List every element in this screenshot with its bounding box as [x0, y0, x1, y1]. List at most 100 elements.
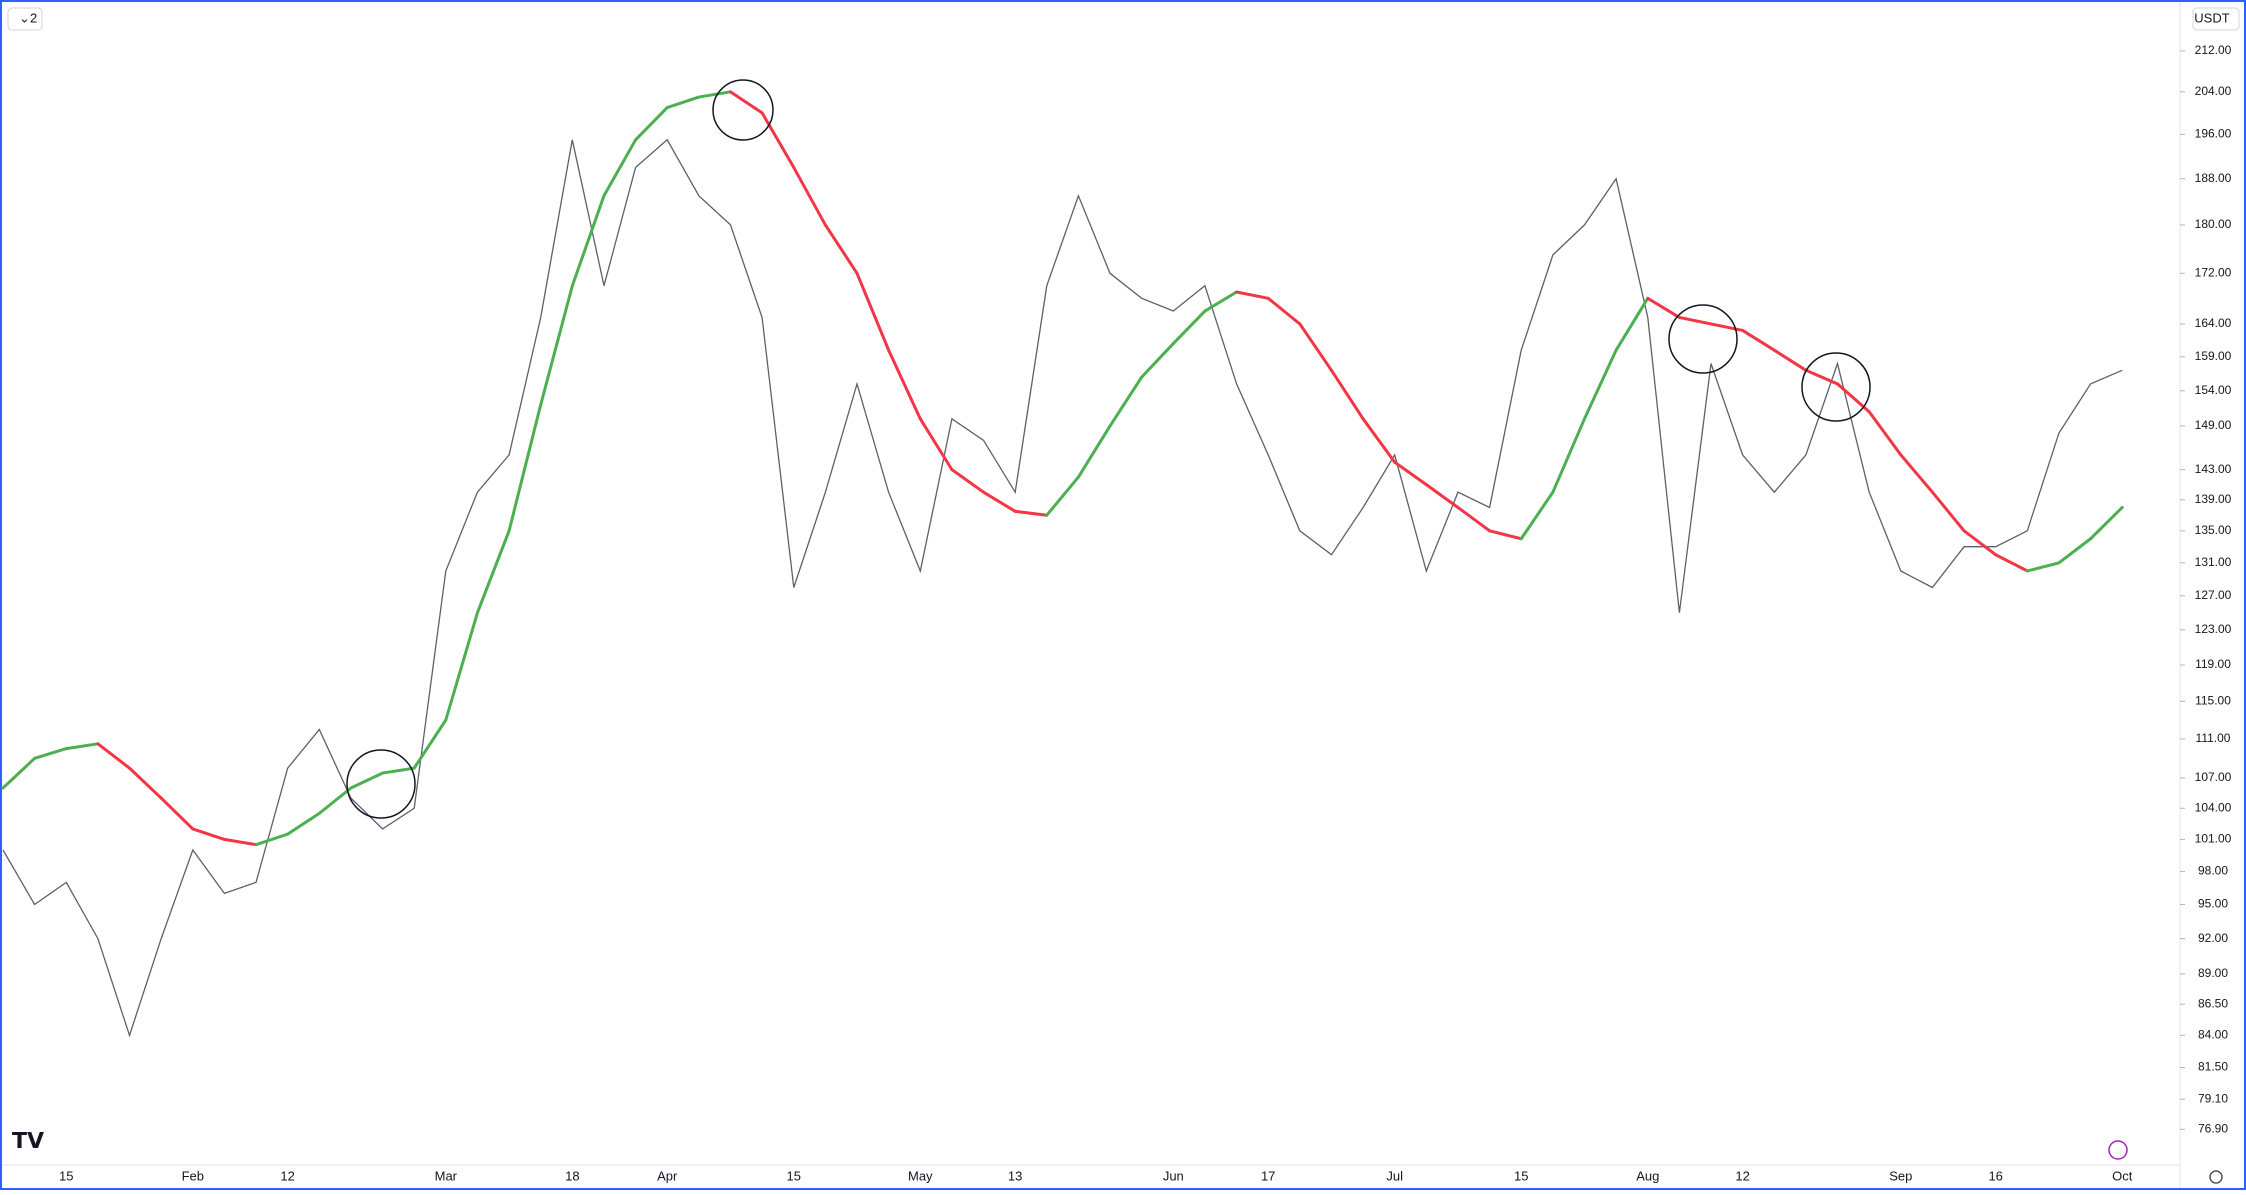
- ma-segment: [1361, 417, 1397, 464]
- ma-segment: [665, 95, 701, 110]
- ma-segment: [159, 796, 195, 831]
- ma-segment: [1171, 309, 1207, 346]
- x-tick-label: Apr: [657, 1168, 678, 1183]
- ma-segment: [887, 348, 922, 421]
- y-tick-label: 139.00: [2195, 492, 2232, 506]
- y-tick-label: 104.00: [2195, 800, 2232, 814]
- logo: 𝗧𝗩: [12, 1128, 44, 1153]
- overlay: [346, 79, 1871, 819]
- annotation-circle: [712, 79, 774, 141]
- lightning-icon[interactable]: [2108, 1140, 2128, 1160]
- ma-segment: [950, 468, 986, 494]
- y-tick-label: 212.00: [2195, 43, 2232, 57]
- y-tick-label: 86.50: [2198, 996, 2228, 1010]
- ma-segment: [64, 742, 100, 751]
- ma-segment: [1551, 417, 1586, 494]
- y-tick-label: 204.00: [2195, 84, 2232, 98]
- y-tick-label: 123.00: [2195, 622, 2232, 636]
- currency-button[interactable]: [2192, 7, 2240, 31]
- y-tick-label: 119.00: [2195, 657, 2231, 671]
- ma-segment: [2057, 537, 2093, 565]
- y-tick-label: 92.00: [2198, 931, 2228, 945]
- x-tick-label: 12: [280, 1168, 294, 1183]
- ma-segment: [1424, 483, 1460, 509]
- y-tick-label: 127.00: [2195, 588, 2232, 602]
- y-tick-label: 79.10: [2198, 1091, 2228, 1105]
- ma-segment: [1867, 410, 1903, 457]
- x-tick-label: 15: [59, 1168, 73, 1183]
- ma-segment: [1, 756, 37, 790]
- ma-segment: [33, 747, 68, 760]
- x-tick-label: 18: [565, 1168, 579, 1183]
- ma-segment: [823, 223, 859, 275]
- y-tick-label: 81.50: [2198, 1060, 2228, 1074]
- ma-segment: [570, 194, 606, 288]
- y-tick-label: 154.00: [2195, 383, 2232, 397]
- ma-segment: [1045, 475, 1080, 517]
- y-tick-label: 180.00: [2195, 217, 2232, 231]
- price-line: [2, 138, 2123, 1038]
- ma-segment: [1076, 424, 1112, 479]
- x-tick-label: 16: [1988, 1168, 2002, 1183]
- ma-segment: [222, 837, 258, 847]
- ma-segment: [1393, 460, 1428, 487]
- x-tick-label: May: [908, 1168, 933, 1183]
- ma-segment: [1930, 490, 1966, 533]
- x-tick-label: Aug: [1636, 1168, 1659, 1183]
- ma-segment: [444, 611, 479, 722]
- y-tick-label: 98.00: [2198, 864, 2228, 878]
- ma-segment: [1994, 553, 2029, 573]
- pane-button[interactable]: [7, 7, 43, 31]
- ma-segment: [1709, 322, 1745, 332]
- ma-segment: [507, 403, 543, 533]
- y-tick-label: 89.00: [2198, 966, 2228, 980]
- y-tick-label: 84.00: [2198, 1028, 2228, 1042]
- ma-segment: [1646, 296, 1681, 319]
- y-tick-label: 143.00: [2195, 462, 2232, 476]
- ma-segment: [792, 165, 827, 227]
- ma-segment: [1899, 453, 1934, 494]
- ma-segment: [982, 490, 1017, 513]
- y-tick-label: 149.00: [2195, 418, 2232, 432]
- ma-segment: [1013, 509, 1049, 517]
- y-tick-label: 95.00: [2198, 897, 2228, 911]
- ma-segment: [128, 766, 163, 800]
- ma-segment: [1962, 529, 1998, 557]
- ma-segment: [1583, 348, 1618, 421]
- y-tick-label: 107.00: [2195, 770, 2232, 784]
- x-tick-label: Feb: [182, 1168, 204, 1183]
- x-tick-label: Jul: [1386, 1168, 1403, 1183]
- y-tick-label: 76.90: [2198, 1121, 2228, 1135]
- ma-segment: [254, 832, 290, 847]
- y-tick-label: 115.00: [2195, 694, 2231, 708]
- pane-label: 2: [30, 10, 37, 25]
- ma-segment: [1329, 368, 1365, 421]
- ma-segment: [1456, 505, 1492, 533]
- ma-segment: [855, 271, 891, 352]
- ma-segment: [1235, 290, 1270, 300]
- ma-segment: [1108, 375, 1144, 428]
- y-tick-label: 164.00: [2195, 316, 2232, 330]
- y-tick-label: 159.00: [2195, 349, 2232, 363]
- ma-segment: [697, 90, 732, 99]
- annotation-circle: [1668, 304, 1738, 374]
- x-tick-label: 13: [1008, 1168, 1022, 1183]
- ma-segment: [412, 718, 448, 770]
- ma-segment: [634, 106, 669, 142]
- ma-segment: [728, 90, 764, 115]
- x-tick-label: Sep: [1889, 1168, 1912, 1183]
- ma-segment: [539, 284, 574, 407]
- x-tick-label: 12: [1735, 1168, 1749, 1183]
- settings-icon[interactable]: [2209, 1170, 2223, 1184]
- x-tick-label: Jun: [1163, 1168, 1184, 1183]
- annotation-circle: [346, 749, 416, 819]
- x-tick-label: Mar: [435, 1168, 458, 1183]
- ma-segment: [317, 786, 353, 815]
- ma-segment: [191, 827, 226, 841]
- ma-segment: [286, 811, 321, 836]
- plot-area: [1, 90, 2124, 1038]
- ma-segment: [1804, 368, 1840, 386]
- ma-segment: [1519, 490, 1555, 541]
